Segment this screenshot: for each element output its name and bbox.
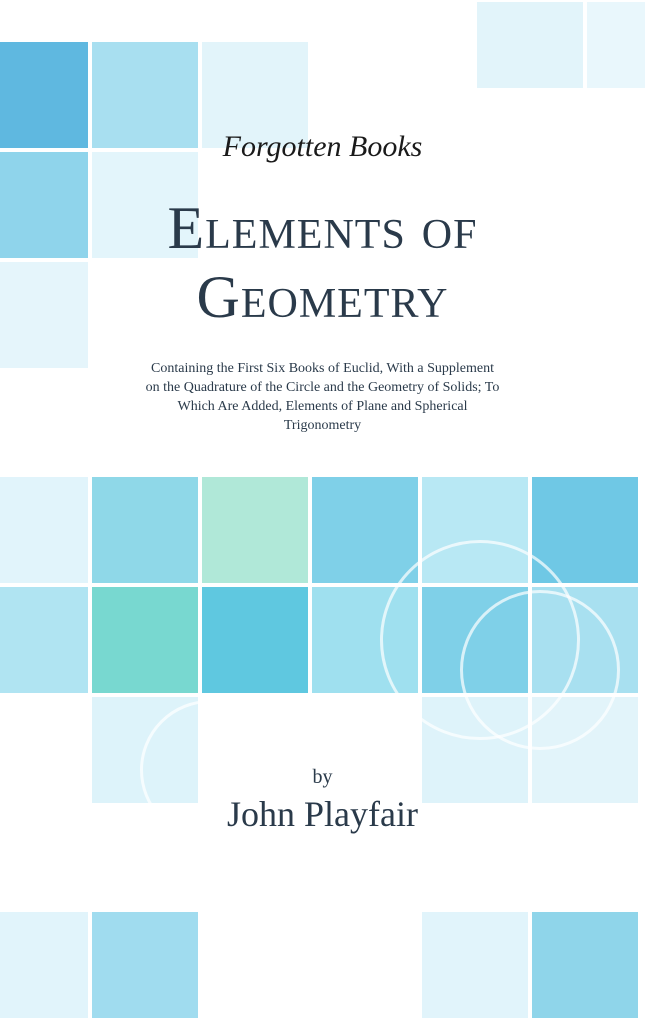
cover-content: Forgotten Books Elements ofGeometry Cont… [0,0,645,1000]
publisher-name: Forgotten Books [223,130,423,164]
by-label: by [313,766,333,789]
book-title: Elements ofGeometry [168,194,478,332]
author-name: John Playfair [227,793,418,835]
book-subtitle: Containing the First Six Books of Euclid… [143,360,503,436]
